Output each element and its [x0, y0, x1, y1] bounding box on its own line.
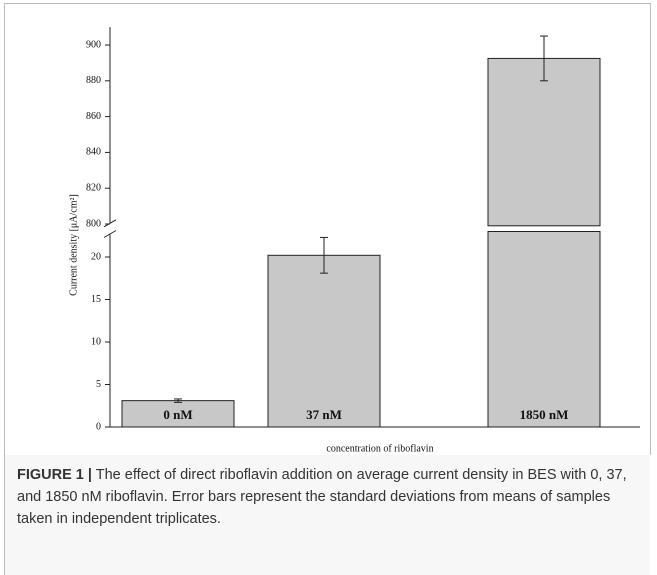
y-tick-label: 5	[96, 379, 101, 390]
y-tick-label: 900	[86, 39, 101, 50]
y-tick-label: 880	[86, 75, 101, 86]
axis-break	[103, 219, 117, 228]
y-tick-label: 15	[91, 294, 101, 305]
bar	[267, 254, 381, 428]
y-tick-label: 860	[86, 111, 101, 122]
y-tick-label: 820	[86, 183, 101, 194]
y-tick-label: 800	[86, 218, 101, 229]
category-label: 1850 nM	[520, 407, 569, 422]
category-label: 37 nM	[306, 407, 342, 422]
y-tick-label: 0	[96, 421, 101, 432]
bar	[121, 400, 235, 428]
category-label: 0 nM	[163, 407, 192, 422]
y-tick-label: 840	[86, 147, 101, 158]
x-axis-label: concentration of riboflavin	[326, 443, 433, 454]
caption-text: The effect of direct riboflavin addition…	[17, 467, 627, 527]
y-axis-label: Current density [μA/cm²]	[68, 194, 79, 296]
caption: FIGURE 1 | The effect of direct riboflav…	[4, 455, 650, 575]
bar	[487, 57, 601, 227]
y-tick-label: 10	[91, 336, 101, 347]
axis-break	[103, 230, 117, 238]
figure-frame	[4, 3, 651, 455]
bar	[487, 231, 601, 428]
y-tick-label: 20	[91, 251, 101, 262]
chart: Current density [μA/cm²] concentration o…	[68, 27, 640, 454]
caption-label: FIGURE 1 |	[17, 467, 92, 483]
